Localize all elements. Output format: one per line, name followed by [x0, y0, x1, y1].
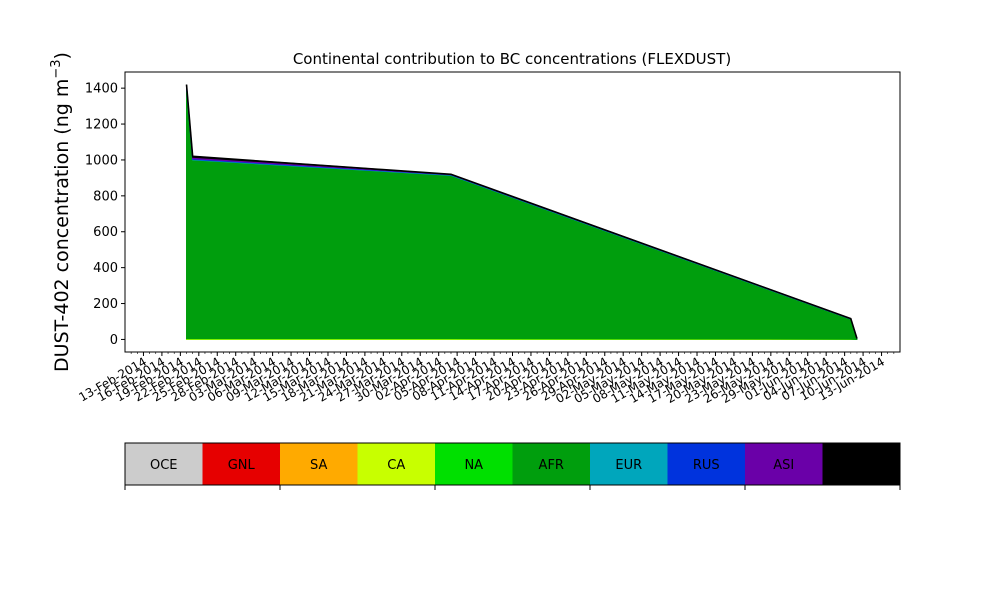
total-outline [185, 84, 858, 339]
legend-label-asi: ASI [773, 458, 794, 473]
chart-title: Continental contribution to BC concentra… [293, 50, 731, 68]
y-axis-label-main: DUST-402 concentration (ng m [51, 79, 73, 372]
legend-label-na: NA [464, 458, 483, 473]
legend-swatch-eur [590, 443, 668, 485]
legend-swatch-aus [822, 443, 901, 485]
y-tick-label: 1400 [85, 82, 118, 97]
y-tick-label: 400 [93, 261, 118, 276]
y-tick-label: 1000 [85, 153, 118, 168]
legend-label-ca: CA [387, 458, 405, 473]
y-axis-label: DUST-402 concentration (ng m−3) [49, 52, 73, 372]
legend-swatch-oce [125, 443, 203, 485]
legend-label-oce: OCE [150, 458, 178, 473]
legend-swatch-sa [280, 443, 358, 485]
y-axis: 0 200 400 600 800 1000 1200 1400 [85, 82, 125, 348]
legend-frame [124, 442, 901, 486]
y-axis-label-exponent: −3 [49, 59, 64, 78]
y-tick-label: 200 [93, 297, 118, 312]
legend-label-eur: EUR [615, 458, 642, 473]
legend-swatch-ca [357, 443, 436, 485]
legend-swatch-asi [745, 443, 823, 485]
y-axis-label-close: ) [51, 52, 73, 59]
legend-label-rus: RUS [693, 458, 720, 473]
y-tick-label: 600 [93, 225, 118, 240]
y-tick-label: 800 [93, 189, 118, 204]
series-layer [185, 84, 858, 340]
legend-swatch-rus [667, 443, 746, 485]
legend-label-sa: SA [310, 458, 327, 473]
y-tick-label: 1200 [85, 118, 118, 133]
legend-swatch-afr [512, 443, 591, 485]
area-afr [186, 88, 858, 340]
colorbar-legend: OCE GNL SA CA NA AFR EUR RUS ASI AUS [124, 442, 901, 490]
legend-label-aus: AUS [848, 458, 875, 473]
legend-label-gnl: GNL [228, 458, 256, 473]
x-axis: 13-Feb-201416-Feb-201419-Feb-201422-Feb-… [76, 352, 895, 406]
legend-swatch-na [435, 443, 513, 485]
legend-swatch-gnl [202, 443, 281, 485]
legend-label-afr: AFR [539, 458, 564, 473]
y-tick-label: 0 [110, 333, 118, 348]
